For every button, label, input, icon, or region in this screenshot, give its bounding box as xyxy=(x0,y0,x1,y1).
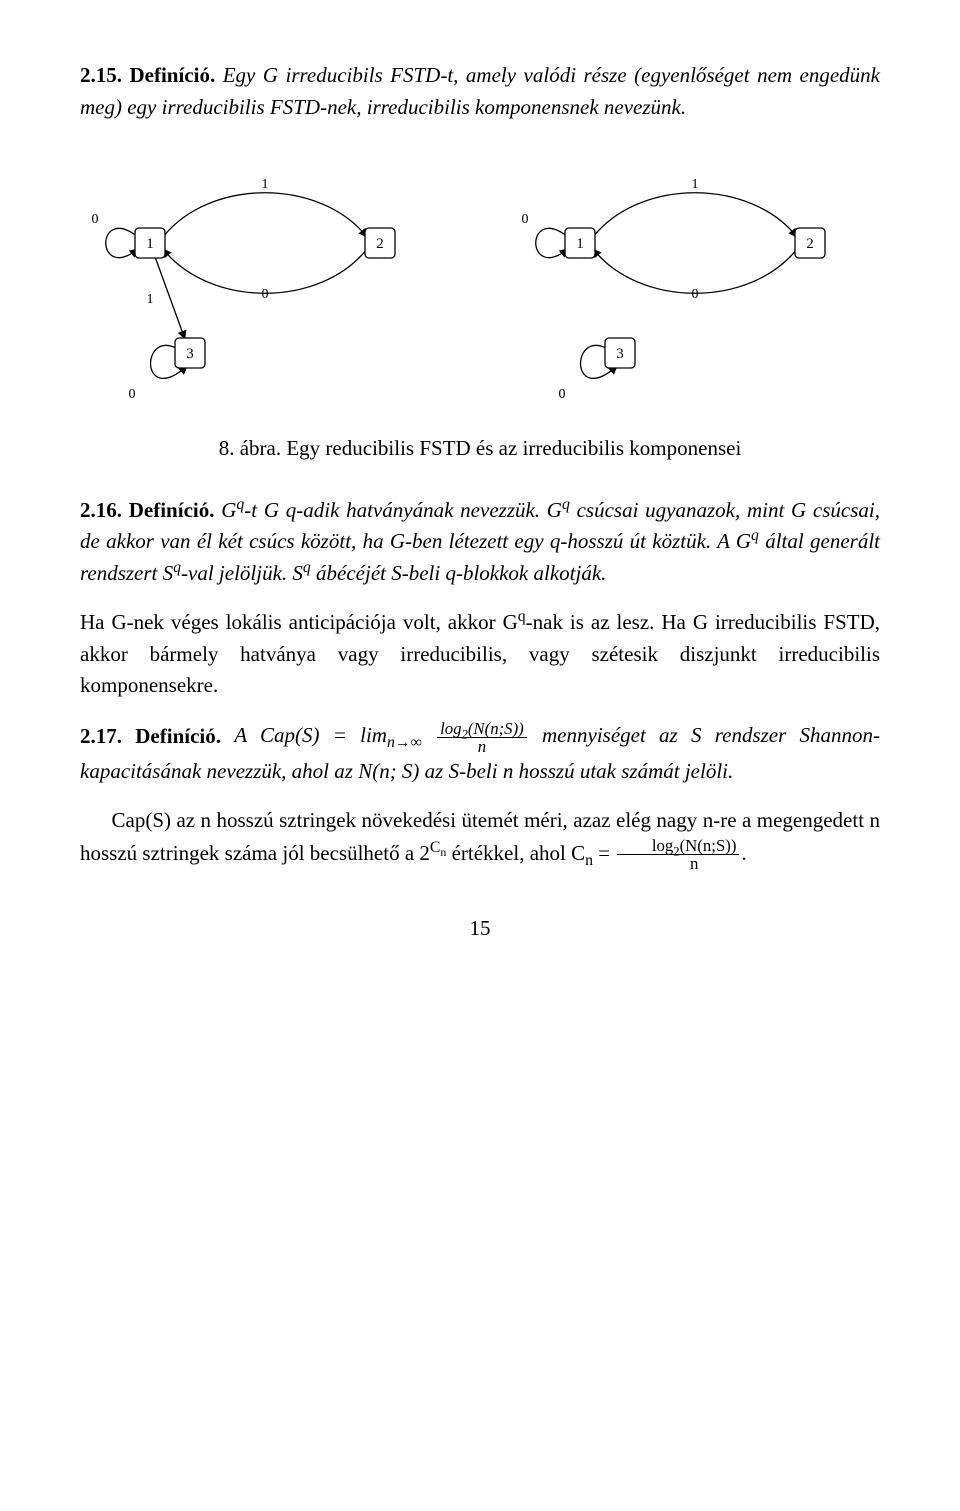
svg-text:1: 1 xyxy=(146,236,154,252)
svg-text:1: 1 xyxy=(576,236,584,252)
definition-2-17: 2.17. Definíció. A Cap(S) = limn→∞ log2(… xyxy=(80,720,880,788)
definition-2-16: 2.16. Definíció. Gq-t G q-adik hatványán… xyxy=(80,495,880,590)
page-number: 15 xyxy=(80,913,880,945)
svg-text:2: 2 xyxy=(376,236,384,252)
def-head-217: 2.17. Definíció. xyxy=(80,723,221,747)
def-head-215: 2.15. Definíció. xyxy=(80,63,215,87)
svg-text:2: 2 xyxy=(806,236,814,252)
paragraph-cap: Cap(S) az n hosszú sztringek növekedési … xyxy=(80,805,880,873)
svg-text:0: 0 xyxy=(692,287,699,302)
svg-text:0: 0 xyxy=(129,387,136,402)
caption-num: 8. ábra. xyxy=(219,436,281,460)
graph-left: 0 1 0 1 0 1 2 3 xyxy=(80,153,450,423)
svg-text:1: 1 xyxy=(262,177,269,192)
fraction-cap: log2(N(n;S)) n xyxy=(437,720,527,756)
def-head-216: 2.16. Definíció. xyxy=(80,498,214,522)
svg-text:3: 3 xyxy=(186,346,194,362)
svg-text:0: 0 xyxy=(92,212,99,227)
fraction-cn: log2(N(n;S)) n xyxy=(617,837,739,873)
paragraph-anticipation: Ha G-nek véges lokális anticipációja vol… xyxy=(80,607,880,702)
sup-q: q xyxy=(518,608,526,625)
svg-text:0: 0 xyxy=(262,287,269,302)
definition-2-15: 2.15. Definíció. Egy G irreducibils FSTD… xyxy=(80,60,880,123)
svg-text:0: 0 xyxy=(522,212,529,227)
figure-caption: 8. ábra. Egy reducibilis FSTD és az irre… xyxy=(80,433,880,465)
caption-text: Egy reducibilis FSTD és az irreducibilis… xyxy=(286,436,741,460)
svg-text:0: 0 xyxy=(559,387,566,402)
graph-right: 0 1 0 0 1 2 3 xyxy=(510,153,880,423)
figure-8: 0 1 0 1 0 1 2 3 0 1 0 0 1 2 3 8. ábra. Egy reducibili… xyxy=(80,153,880,465)
svg-text:3: 3 xyxy=(616,346,624,362)
svg-text:1: 1 xyxy=(692,177,699,192)
svg-text:1: 1 xyxy=(147,292,154,307)
